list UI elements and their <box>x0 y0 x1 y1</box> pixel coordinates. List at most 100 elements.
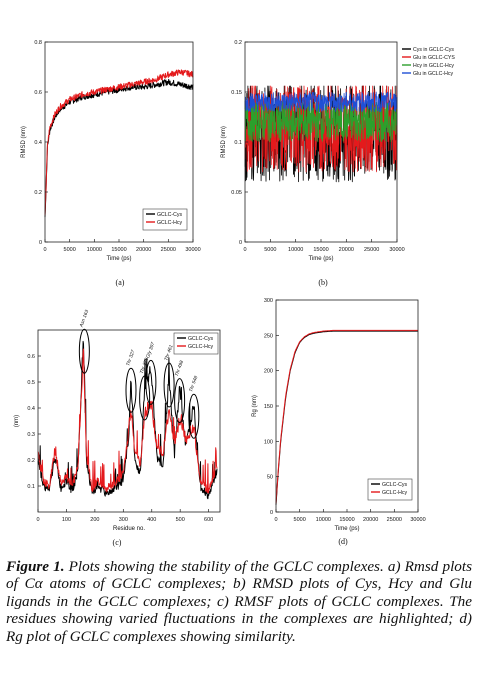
x-tick-label: 30000 <box>185 247 200 253</box>
legend: GCLC-Cys GCLC-Hcy <box>142 208 188 231</box>
chart-panel-1: 0 5000 10000 15000 20000 25000 30000 0 0.2 0.4 0.6… <box>21 40 201 287</box>
series-line-2 <box>275 329 418 504</box>
x-axis-label: Time (ps) <box>334 526 359 532</box>
x-tick-label: 25000 <box>161 247 176 253</box>
y-tick-label: 0 <box>239 240 242 246</box>
plot-frame <box>37 329 221 513</box>
legend: GCLC-Cys GCLC-Hcy <box>173 332 219 355</box>
legend-entry: Glu in GCLC-CYS <box>413 55 455 61</box>
x-tick-label: 500 <box>176 517 185 523</box>
legend-entry: GCLC-Cys <box>157 212 182 218</box>
y-tick-label: 0.1 <box>234 140 242 146</box>
y-axis-label: RMSD (nm) <box>21 126 27 158</box>
x-tick-label: 15000 <box>339 517 354 523</box>
legend-entry: Cys in GCLC-Cys <box>413 47 454 53</box>
figure-canvas: 0 5000 10000 15000 20000 25000 3000000.20.40.6… <box>14 40 463 547</box>
y-tick-label: 0.2 <box>234 40 242 46</box>
y-tick-label: 0.15 <box>231 90 242 96</box>
x-tick-label: 5000 <box>264 247 276 253</box>
x-tick-label: 20000 <box>363 517 378 523</box>
y-tick-label: 0.05 <box>231 190 242 196</box>
legend-entry: GCLC-Cys <box>188 336 213 342</box>
x-tick-label: 5000 <box>64 247 76 253</box>
chart-panel-4: 0 5000 10000 15000 20000 25000 30000 0 50 100 150 2… <box>252 298 426 546</box>
x-axis-label: Time (ps) <box>308 256 333 262</box>
x-tick-label: 10000 <box>316 517 331 523</box>
chart-panel-3: 0 100 200 300 400 500 600 0.1 0.2 0.3 0.4 0.5 0.6 Res… <box>14 309 221 547</box>
x-tick-label: 600 <box>204 517 213 523</box>
y-axis-label: Rg (nm) <box>252 395 258 417</box>
x-tick-label: 400 <box>147 517 156 523</box>
legend: GCLC-Cys GCLC-Hcy <box>367 478 413 501</box>
panel-label: (c) <box>113 538 122 547</box>
legend-box <box>399 44 463 81</box>
y-tick-label: 0 <box>39 240 42 246</box>
series-line-2 <box>37 348 218 494</box>
legend-entry: Hcy in GCLC-Hcy <box>413 63 454 69</box>
series-line-4 <box>244 91 398 113</box>
x-tick-label: 25000 <box>387 517 402 523</box>
x-axis-label: Residue no. <box>113 526 145 532</box>
y-tick-label: 300 <box>264 298 273 304</box>
y-tick-label: 0.6 <box>27 354 35 360</box>
x-tick-label: 200 <box>90 517 99 523</box>
x-axis-label: Time (ps) <box>106 256 131 262</box>
x-tick-label: 15000 <box>313 247 328 253</box>
chart-panel-2: 0 5000 10000 15000 20000 25000 30000 0 0.05 0.1 0.… <box>221 40 463 287</box>
x-tick-label: 25000 <box>364 247 379 253</box>
x-tick-label: 0 <box>274 517 277 523</box>
y-tick-label: 150 <box>264 404 273 410</box>
series-line-1 <box>44 78 194 218</box>
x-tick-label: 20000 <box>339 247 354 253</box>
y-tick-label: 250 <box>264 333 273 339</box>
highlight-label: Thr 461 <box>163 344 174 362</box>
legend-entry: Glu in GCLC-Hcy <box>413 71 453 77</box>
highlight-label: Thr 375 <box>139 357 150 375</box>
legend-entry: GCLC-Hcy <box>382 490 407 496</box>
panel-label: (b) <box>318 278 328 287</box>
y-tick-label: 0.4 <box>34 140 42 146</box>
x-tick-label: 10000 <box>288 247 303 253</box>
legend-entry: GCLC-Hcy <box>157 220 182 226</box>
y-tick-label: 0.1 <box>27 484 35 490</box>
x-tick-label: 30000 <box>410 517 425 523</box>
y-tick-label: 0.2 <box>27 458 35 464</box>
series-line-2 <box>44 69 194 216</box>
panel-label: (a) <box>116 278 125 287</box>
highlight-label: Thr 548 <box>188 375 199 393</box>
y-tick-label: 0 <box>270 510 273 516</box>
caption-body: a) Rmsd plots of Cα atoms of GCLC comple… <box>6 558 473 645</box>
caption-title: Figure 1. <box>6 558 65 575</box>
highlight-ellipse <box>188 393 200 439</box>
x-tick-label: 30000 <box>389 247 404 253</box>
y-tick-label: 50 <box>267 475 273 481</box>
x-tick-label: 300 <box>119 517 128 523</box>
y-tick-label: 0.4 <box>27 406 35 412</box>
x-tick-label: 0 <box>243 247 246 253</box>
x-tick-label: 0 <box>36 517 39 523</box>
x-tick-label: 20000 <box>136 247 151 253</box>
legend-entry: GCLC-Cys <box>382 482 407 488</box>
highlight-label: Gly 397 <box>145 341 156 359</box>
highlight-ellipse <box>163 362 175 408</box>
y-tick-label: 0.6 <box>34 90 42 96</box>
series-line-3 <box>244 101 398 143</box>
legend-entry: GCLC-Hcy <box>188 344 213 350</box>
figure-caption: Figure 1. Plots showing the stability of… <box>6 558 472 645</box>
panel-label: (d) <box>338 537 348 546</box>
highlight-label: Thr 327 <box>125 349 136 367</box>
highlight-label: Thr 498 <box>174 359 185 377</box>
highlight-ellipse <box>174 378 186 424</box>
y-tick-label: 200 <box>264 369 273 375</box>
highlight-ellipse <box>78 328 90 374</box>
caption-line1: Plots showing the stability of the GCLC … <box>68 558 384 575</box>
y-tick-label: 0.3 <box>27 432 35 438</box>
highlight-ellipse <box>145 359 157 405</box>
y-tick-label: 0.5 <box>27 380 35 386</box>
x-tick-label: 0 <box>43 247 46 253</box>
y-tick-label: 0.8 <box>34 40 42 46</box>
highlight-ellipse <box>139 375 151 421</box>
y-axis-label: (nm) <box>14 415 20 427</box>
highlight-ellipse <box>125 367 137 413</box>
y-axis-label: RMSD (nm) <box>221 126 227 158</box>
